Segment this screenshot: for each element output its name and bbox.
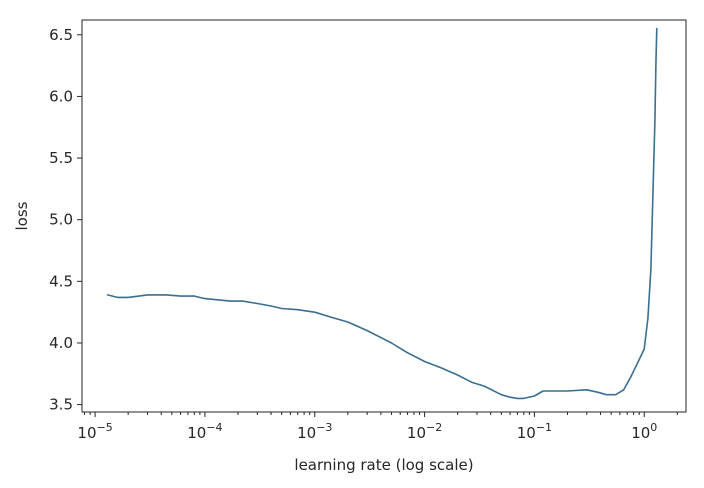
y-tick-label: 5.5	[49, 149, 73, 167]
series-layer	[106, 27, 658, 400]
loss-series-line	[106, 27, 658, 400]
y-tick-label: 4.5	[49, 272, 73, 290]
x-axis: 10−5 10−4 10−3 10−2 10−1 100	[77, 412, 678, 442]
y-axis-label: loss	[13, 201, 31, 230]
x-axis-label: learning rate (log scale)	[294, 456, 473, 474]
x-tick-label: 10−3	[297, 421, 332, 442]
y-tick-label: 4.0	[49, 334, 73, 352]
x-tick-label: 10−4	[187, 421, 222, 442]
y-tick-label: 5.0	[49, 211, 73, 229]
x-tick-label: 10−5	[77, 421, 112, 442]
x-tick-label: 10−2	[407, 421, 442, 442]
y-tick-label: 6.5	[49, 26, 73, 44]
x-tick-label: 100	[631, 421, 657, 442]
plot-area-frame	[81, 19, 687, 413]
y-tick-label: 3.5	[49, 396, 73, 414]
y-tick-label: 6.0	[49, 87, 73, 105]
y-axis: 3.5 4.0 4.5 5.0 5.5 6.0 6.5	[49, 26, 82, 414]
x-tick-label: 10−1	[517, 421, 552, 442]
